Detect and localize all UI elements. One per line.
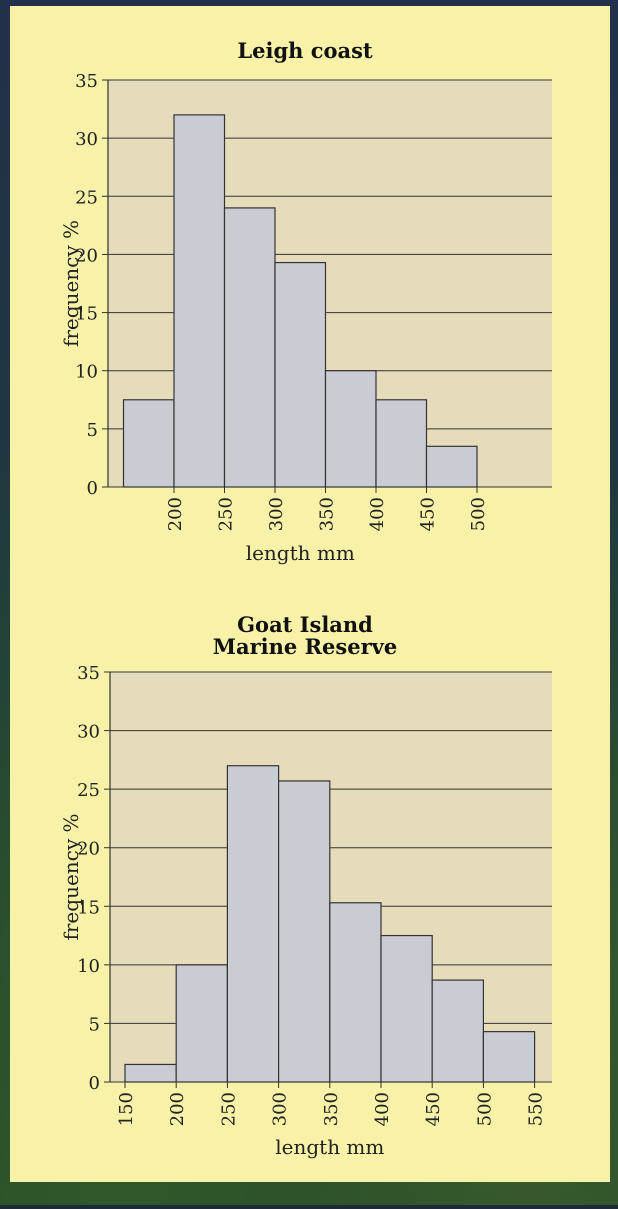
- y-tick-label: 25: [77, 780, 100, 801]
- x-tick-label: 500: [474, 1092, 495, 1126]
- y-tick-label: 10: [77, 956, 100, 977]
- y-tick-label: 10: [75, 362, 98, 383]
- bar: [425, 445, 478, 488]
- x-tick-label: 250: [216, 497, 237, 531]
- chart-title: Goat Island Marine Reserve: [212, 612, 398, 659]
- y-tick-label: 30: [75, 129, 98, 150]
- x-tick-label: 400: [367, 497, 388, 531]
- y-tick-label: 15: [77, 897, 100, 918]
- x-tick-label: 450: [418, 497, 439, 531]
- bar: [223, 207, 276, 488]
- y-tick-label: 0: [87, 478, 98, 499]
- x-tick-label: 200: [165, 497, 186, 531]
- histogram-leigh-coast: Leigh coast 0 5 10 15 20 25 30 35 200 250 300 350 40…: [0, 0, 618, 600]
- x-tick-label: 250: [218, 1092, 239, 1126]
- x-axis-label: length mm: [275, 1135, 384, 1159]
- histogram-goat-island: Goat Island Marine Reserve 0 5 10 15 20 25 30 3…: [0, 600, 618, 1205]
- bar: [278, 780, 331, 1083]
- y-tick-label: 25: [75, 187, 98, 208]
- bar: [329, 902, 382, 1083]
- bar: [122, 399, 175, 488]
- bar: [226, 765, 280, 1083]
- y-tick-label: 0: [89, 1073, 100, 1094]
- x-tick-label: 400: [372, 1092, 393, 1126]
- x-tick-label: 350: [321, 1092, 342, 1126]
- x-tick-label: 500: [468, 497, 489, 531]
- x-tick-label: 300: [270, 1092, 291, 1126]
- y-tick-label: 15: [75, 304, 98, 325]
- y-tick-label: 30: [77, 722, 100, 743]
- y-tick-label: 20: [75, 245, 98, 266]
- bar: [482, 1031, 536, 1083]
- x-axis-label: length mm: [246, 541, 355, 565]
- bar: [375, 399, 428, 488]
- bar: [175, 964, 228, 1083]
- x-tick-label: 350: [317, 497, 338, 531]
- x-tick-label: 450: [423, 1092, 444, 1126]
- y-tick-label: 35: [75, 71, 98, 92]
- histogram-svg: 0 5 10 15 20 25 30 35 200 250 300 350 400 450 500 frequ…: [59, 71, 552, 565]
- y-tick-label: 35: [77, 663, 100, 684]
- chart-title: Leigh coast: [237, 38, 373, 63]
- y-axis-label: frequency %: [59, 220, 83, 347]
- x-tick-label: 550: [526, 1092, 547, 1126]
- x-tick-label: 300: [266, 497, 287, 531]
- x-tick-label: 150: [116, 1092, 137, 1126]
- bar: [274, 261, 327, 488]
- bar: [173, 114, 226, 488]
- bar: [431, 979, 485, 1083]
- y-axis-label: frequency %: [59, 813, 83, 940]
- y-tick-label: 5: [87, 420, 98, 441]
- y-tick-label: 5: [89, 1014, 100, 1035]
- bar: [324, 370, 377, 488]
- x-tick-label: 200: [167, 1092, 188, 1126]
- bar: [124, 1063, 177, 1083]
- y-tick-label: 20: [77, 839, 100, 860]
- bar: [380, 934, 433, 1083]
- histogram-svg: 0 5 10 15 20 25 30 35 150 200 250 300 350 400 450 500 55…: [59, 663, 552, 1159]
